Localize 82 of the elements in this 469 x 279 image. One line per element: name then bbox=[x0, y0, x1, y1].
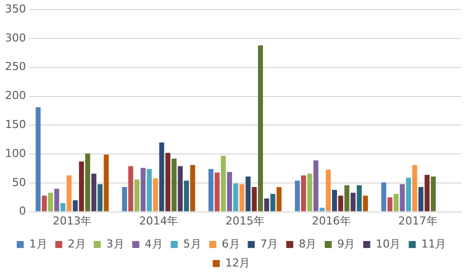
bar bbox=[338, 196, 344, 212]
bar bbox=[122, 186, 128, 212]
bar bbox=[320, 208, 325, 212]
legend-label: 8月 bbox=[298, 237, 317, 250]
bar bbox=[394, 194, 399, 212]
bar bbox=[350, 192, 356, 212]
bar bbox=[270, 194, 276, 212]
bar bbox=[313, 160, 318, 212]
bar bbox=[239, 184, 244, 212]
bar bbox=[146, 169, 152, 212]
bar bbox=[227, 172, 232, 212]
y-tick-label: 200 bbox=[4, 89, 26, 102]
legend-label: 1月 bbox=[29, 237, 48, 250]
legend-label: 12月 bbox=[225, 256, 250, 270]
bar bbox=[36, 107, 41, 212]
bar bbox=[98, 184, 103, 212]
y-tick-label: 300 bbox=[4, 31, 26, 44]
legend-label: 9月 bbox=[337, 237, 356, 250]
bar bbox=[344, 185, 350, 212]
bar bbox=[54, 188, 60, 212]
bar bbox=[233, 183, 238, 212]
legend-label: 2月 bbox=[68, 237, 86, 250]
bar bbox=[134, 179, 140, 212]
y-tick-label: 50 bbox=[12, 176, 26, 189]
bar bbox=[214, 172, 220, 212]
bar bbox=[128, 166, 134, 212]
bar bbox=[165, 152, 170, 212]
bar bbox=[190, 165, 196, 212]
x-tick-label: 2016年 bbox=[312, 214, 351, 228]
bar bbox=[412, 165, 418, 212]
bar bbox=[66, 175, 72, 212]
bar bbox=[79, 162, 84, 212]
legend-label: 7月 bbox=[260, 237, 278, 250]
bar bbox=[332, 190, 337, 212]
bar bbox=[104, 154, 109, 212]
bar bbox=[424, 174, 430, 212]
bar bbox=[406, 178, 411, 212]
bar bbox=[246, 176, 251, 212]
bar bbox=[294, 180, 300, 212]
bar bbox=[60, 203, 66, 212]
legend-label: 6月 bbox=[222, 237, 240, 250]
bar bbox=[140, 168, 146, 212]
bar bbox=[220, 156, 226, 212]
bar bbox=[91, 174, 96, 212]
legend-label: 5月 bbox=[183, 237, 202, 250]
bar bbox=[276, 186, 282, 212]
bar bbox=[258, 45, 263, 212]
bar bbox=[400, 184, 405, 212]
bar bbox=[418, 186, 424, 212]
y-tick-label: 0 bbox=[18, 204, 26, 218]
bar bbox=[307, 174, 312, 212]
y-tick-label: 350 bbox=[4, 2, 26, 16]
bar bbox=[184, 180, 189, 212]
x-tick-label: 2013年 bbox=[52, 214, 92, 228]
bar bbox=[430, 176, 436, 212]
bar bbox=[159, 142, 164, 212]
y-tick-label: 250 bbox=[4, 60, 26, 74]
legend-label: 4月 bbox=[144, 237, 163, 250]
legend-label: 10月 bbox=[376, 237, 401, 250]
bar bbox=[356, 185, 362, 212]
x-tick-label: 2017年 bbox=[398, 214, 438, 228]
bar bbox=[381, 182, 386, 212]
bar bbox=[326, 170, 331, 212]
y-tick-label: 100 bbox=[4, 146, 26, 160]
bar bbox=[48, 192, 53, 212]
legend-label: 11月 bbox=[421, 237, 446, 250]
legend-label: 3月 bbox=[106, 237, 124, 250]
bar bbox=[301, 175, 306, 212]
bar bbox=[153, 178, 158, 212]
bar bbox=[172, 158, 177, 212]
x-tick-label: 2015年 bbox=[226, 214, 264, 228]
bar bbox=[264, 198, 270, 212]
bar bbox=[208, 169, 214, 212]
bar bbox=[42, 196, 47, 212]
bar bbox=[252, 186, 257, 212]
bar bbox=[178, 166, 183, 212]
bar bbox=[387, 197, 392, 212]
y-tick-label: 150 bbox=[4, 118, 26, 131]
bar bbox=[85, 153, 90, 212]
x-tick-label: 2014年 bbox=[139, 214, 178, 228]
bar bbox=[72, 200, 78, 212]
bar bbox=[362, 196, 368, 212]
